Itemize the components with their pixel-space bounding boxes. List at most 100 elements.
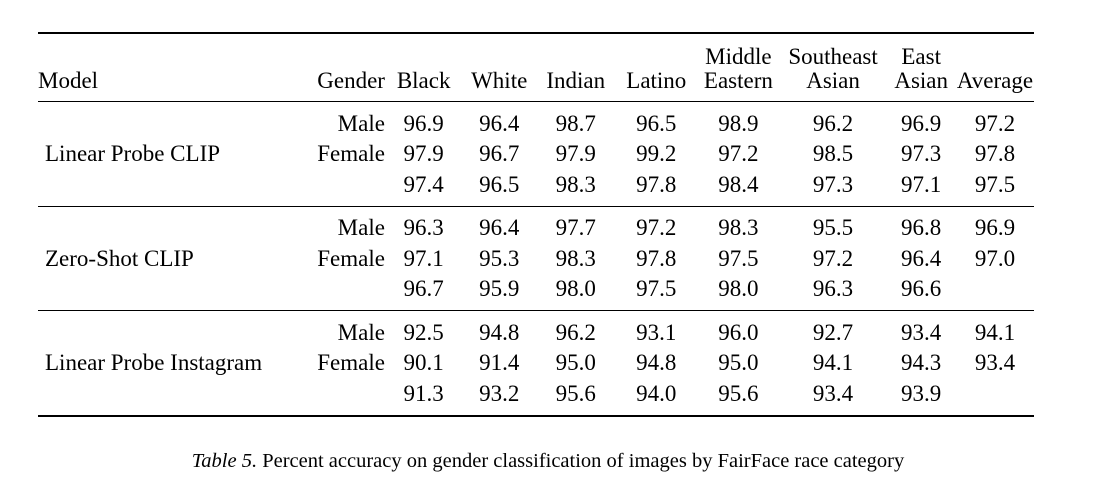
value-cell-latino: 97.5 <box>615 273 698 311</box>
header-black: Black <box>384 68 463 102</box>
gender-cell: Male <box>337 319 385 345</box>
header-row-top: Middle Southeast East <box>38 32 1034 68</box>
results-table: Middle Southeast East Model Gender Black… <box>38 32 1034 417</box>
header-average: Average <box>955 68 1034 102</box>
header-gender-top <box>295 32 385 68</box>
value-cell-east-asian: 96.8 <box>901 215 942 241</box>
value-cell-black: 97.4 <box>384 169 463 207</box>
value-cell-black: 90.1 <box>403 350 444 376</box>
header-row-bottom: Model Gender Black White Indian Latino E… <box>38 68 1034 102</box>
model-cell <box>38 273 296 311</box>
table-row: Zero-Shot CLIP Female 97.1 95.3 98.3 97.8 97.5… <box>38 243 1034 274</box>
results-table-container: Middle Southeast East Model Gender Black… <box>38 32 1034 417</box>
value-cell-middle-eastern: 96.0 <box>718 319 759 345</box>
value-cell-black: 92.5 <box>403 319 444 345</box>
value-cell-black: 96.7 <box>384 273 463 311</box>
value-cell-latino: 97.2 <box>636 215 677 241</box>
value-cell-southeast-asian: 97.3 <box>779 169 887 207</box>
value-cell-black: 97.1 <box>403 245 444 271</box>
value-cell-average <box>955 378 1034 417</box>
header-gender: Gender <box>295 68 385 102</box>
header-average-top <box>955 32 1034 68</box>
gender-cell: Female <box>317 350 385 376</box>
value-cell-middle-eastern: 95.0 <box>718 350 759 376</box>
value-cell-average: 97.2 <box>974 110 1016 136</box>
value-cell-east-asian: 96.9 <box>901 110 942 136</box>
caption-text: Percent accuracy on gender classificatio… <box>262 450 905 472</box>
table-row: Male 96.9 96.4 98.7 96.5 98.9 96.2 96.9 97.2 <box>38 102 1034 139</box>
value-cell-black: 96.9 <box>403 110 444 136</box>
table-row: 91.3 93.2 95.6 94.0 95.6 93.4 93.9 <box>38 378 1034 417</box>
value-cell-average: 97.8 <box>974 141 1016 167</box>
model-cell: Linear Probe Instagram <box>45 350 263 376</box>
value-cell-east-asian: 97.1 <box>886 169 956 207</box>
table-header: Middle Southeast East Model Gender Black… <box>38 32 1034 102</box>
value-cell-white: 96.7 <box>479 141 520 167</box>
model-cell <box>38 102 295 139</box>
header-indian: Indian <box>536 68 616 102</box>
value-cell-middle-eastern: 97.2 <box>718 141 759 167</box>
value-cell-average: 94.1 <box>974 319 1016 345</box>
model-cell <box>38 169 296 207</box>
header-latino: Latino <box>615 68 698 102</box>
value-cell-latino: 94.8 <box>636 350 677 376</box>
value-cell-east-asian: 94.3 <box>901 350 942 376</box>
header-east-asian-line1: East <box>886 32 956 68</box>
value-cell-southeast-asian: 93.4 <box>779 378 887 417</box>
header-southeast-asian-line2: Asian <box>779 68 887 102</box>
table-row: 96.7 95.9 98.0 97.5 98.0 96.3 96.6 <box>38 273 1034 311</box>
value-cell-latino: 96.5 <box>636 110 677 136</box>
header-middle-eastern-line2: Eastern <box>697 68 780 102</box>
value-cell-southeast-asian: 96.2 <box>812 110 854 136</box>
table-row: Linear Probe Instagram Female 90.1 91.4 95.0… <box>38 348 1034 379</box>
value-cell-average: 93.4 <box>974 350 1016 376</box>
model-cell: Zero-Shot CLIP <box>45 245 194 271</box>
value-cell-middle-eastern: 98.0 <box>697 273 780 311</box>
gender-cell: Female <box>317 245 385 271</box>
value-cell-latino: 97.8 <box>636 245 677 271</box>
header-indian-top <box>536 32 616 68</box>
header-white: White <box>462 68 536 102</box>
table-group: Male 92.5 94.8 96.2 93.1 96.0 92.7 93.4 94.1 Line… <box>38 311 1034 417</box>
table-row: Male 92.5 94.8 96.2 93.1 96.0 92.7 93.4 94.1 <box>38 311 1034 348</box>
table-row: Male 96.3 96.4 97.7 97.2 98.3 95.5 96.8 96.9 <box>38 206 1034 243</box>
value-cell-southeast-asian: 97.2 <box>812 245 854 271</box>
table-group: Male 96.9 96.4 98.7 96.5 98.9 96.2 96.9 97.2 Line… <box>38 102 1034 207</box>
value-cell-east-asian: 93.9 <box>886 378 956 417</box>
value-cell-indian: 97.9 <box>555 141 596 167</box>
value-cell-black: 96.3 <box>403 215 444 241</box>
value-cell-middle-eastern: 98.9 <box>718 110 759 136</box>
header-white-top <box>462 32 536 68</box>
value-cell-southeast-asian: 96.3 <box>779 273 887 311</box>
value-cell-latino: 93.1 <box>636 319 677 345</box>
value-cell-indian: 97.7 <box>555 215 596 241</box>
header-east-asian-line2: Asian <box>886 68 956 102</box>
model-cell <box>38 206 295 243</box>
header-black-top <box>384 32 463 68</box>
header-southeast-asian-line1: Southeast <box>779 32 887 68</box>
value-cell-average <box>955 273 1034 311</box>
gender-cell <box>295 378 385 417</box>
gender-cell: Male <box>337 215 385 241</box>
value-cell-average: 96.9 <box>974 215 1016 241</box>
model-cell <box>38 378 296 417</box>
header-model: Model <box>38 68 296 102</box>
value-cell-southeast-asian: 98.5 <box>812 141 854 167</box>
value-cell-middle-eastern: 95.6 <box>697 378 780 417</box>
header-middle-eastern-line1: Middle <box>697 32 780 68</box>
value-cell-east-asian: 96.6 <box>886 273 956 311</box>
value-cell-white: 96.4 <box>479 215 520 241</box>
value-cell-white: 96.5 <box>462 169 536 207</box>
value-cell-white: 96.4 <box>479 110 520 136</box>
value-cell-black: 91.3 <box>384 378 463 417</box>
table-row: 97.4 96.5 98.3 97.8 98.4 97.3 97.1 97.5 <box>38 169 1034 207</box>
value-cell-middle-eastern: 98.3 <box>718 215 759 241</box>
value-cell-indian: 98.3 <box>536 169 616 207</box>
value-cell-indian: 95.0 <box>555 350 596 376</box>
value-cell-southeast-asian: 95.5 <box>812 215 854 241</box>
value-cell-white: 95.3 <box>479 245 520 271</box>
value-cell-indian: 98.3 <box>555 245 596 271</box>
table-group: Male 96.3 96.4 97.7 97.2 98.3 95.5 96.8 96.9 Zero… <box>38 206 1034 311</box>
value-cell-southeast-asian: 94.1 <box>812 350 854 376</box>
value-cell-latino: 99.2 <box>636 141 677 167</box>
